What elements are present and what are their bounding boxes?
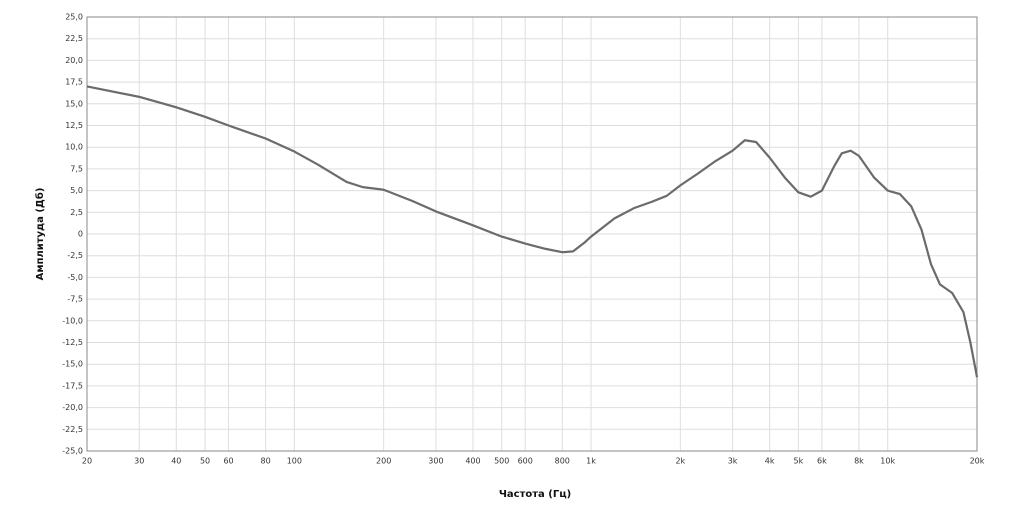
- x-tick-label: 10k: [880, 457, 895, 466]
- x-tick-label: 8k: [854, 457, 864, 466]
- y-tick-label: 20,0: [65, 56, 83, 65]
- y-tick-label: -10,0: [62, 316, 83, 325]
- x-tick-label: 300: [428, 457, 443, 466]
- y-tick-label: 25,0: [65, 13, 83, 22]
- x-tick-label: 20k: [970, 457, 985, 466]
- x-tick-label: 400: [465, 457, 480, 466]
- y-tick-label: 17,5: [65, 78, 83, 87]
- x-tick-label: 2k: [675, 457, 685, 466]
- x-tick-label: 30: [134, 457, 144, 466]
- x-tick-label: 200: [376, 457, 391, 466]
- y-tick-label: -5,0: [67, 273, 83, 282]
- x-tick-label: 4k: [765, 457, 775, 466]
- x-tick-label: 80: [261, 457, 271, 466]
- y-tick-label: -25,0: [62, 447, 83, 456]
- y-tick-label: -12,5: [62, 338, 83, 347]
- y-tick-label: 15,0: [65, 99, 83, 108]
- x-tick-label: 3k: [728, 457, 738, 466]
- x-tick-label: 1k: [586, 457, 596, 466]
- y-tick-label: 7,5: [70, 164, 83, 173]
- y-tick-label: -15,0: [62, 360, 83, 369]
- x-tick-label: 40: [171, 457, 181, 466]
- x-tick-label: 6k: [817, 457, 827, 466]
- x-tick-label: 100: [287, 457, 302, 466]
- x-tick-label: 20: [82, 457, 92, 466]
- y-tick-label: 2,5: [70, 208, 83, 217]
- y-tick-label: -20,0: [62, 403, 83, 412]
- y-tick-label: 12,5: [65, 121, 83, 130]
- x-tick-label: 500: [494, 457, 509, 466]
- y-tick-label: -22,5: [62, 425, 83, 434]
- line-series: [86, 85, 979, 378]
- x-tick-label: 800: [555, 457, 570, 466]
- x-tick-label: 60: [223, 457, 233, 466]
- y-tick-label: 5,0: [70, 186, 83, 195]
- y-tick-label: -7,5: [67, 295, 83, 304]
- y-tick-label: 10,0: [65, 143, 83, 152]
- x-tick-label: 600: [518, 457, 533, 466]
- y-tick-label: -17,5: [62, 381, 83, 390]
- x-tick-label: 50: [200, 457, 210, 466]
- y-tick-label: 0: [78, 230, 83, 239]
- y-tick-label: 22,5: [65, 34, 83, 43]
- plot-frame: [86, 16, 978, 452]
- y-tick-label: -2,5: [67, 251, 83, 260]
- y-axis-title: Амплитуда (Дб): [34, 188, 46, 281]
- x-tick-label: 5k: [794, 457, 804, 466]
- x-axis-title: Частота (Гц): [499, 489, 571, 500]
